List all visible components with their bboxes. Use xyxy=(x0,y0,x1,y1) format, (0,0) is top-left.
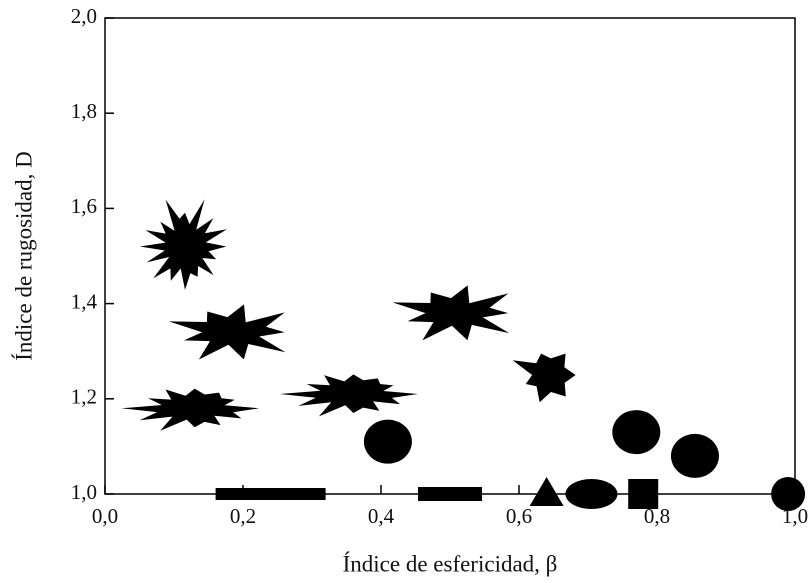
x-axis-label: Índice de esfericidad, β xyxy=(343,551,558,576)
page: Índice de esfericidad, β Índice de rugos… xyxy=(0,0,811,583)
data-point xyxy=(513,354,576,403)
y-tick-label: 1,2 xyxy=(71,385,97,409)
data-point xyxy=(628,479,658,509)
y-tick-label: 1,6 xyxy=(71,194,97,218)
data-point xyxy=(280,374,418,416)
data-point xyxy=(169,304,286,359)
data-point xyxy=(121,389,259,431)
data-point xyxy=(392,285,509,340)
data-point xyxy=(140,199,227,290)
y-axis-label: Índice de rugosidad, D xyxy=(11,151,36,361)
data-point xyxy=(418,487,482,501)
data-point xyxy=(364,420,412,464)
chart: Índice de esfericidad, β Índice de rugos… xyxy=(0,0,811,583)
y-tick-label: 2,0 xyxy=(71,4,97,28)
x-tick-label: 0,2 xyxy=(230,504,256,528)
data-point xyxy=(612,410,660,454)
x-tick-label: 0,6 xyxy=(506,504,532,528)
data-point xyxy=(216,488,326,500)
data-point xyxy=(530,477,564,506)
y-tick-label: 1,4 xyxy=(71,289,98,313)
y-tick-label: 1,0 xyxy=(71,480,97,504)
x-tick-label: 0,4 xyxy=(368,504,395,528)
data-point xyxy=(671,434,719,478)
y-tick-label: 1,8 xyxy=(71,99,97,123)
data-point xyxy=(565,479,617,509)
x-tick-label: 0,0 xyxy=(92,504,118,528)
data-point xyxy=(771,477,805,511)
